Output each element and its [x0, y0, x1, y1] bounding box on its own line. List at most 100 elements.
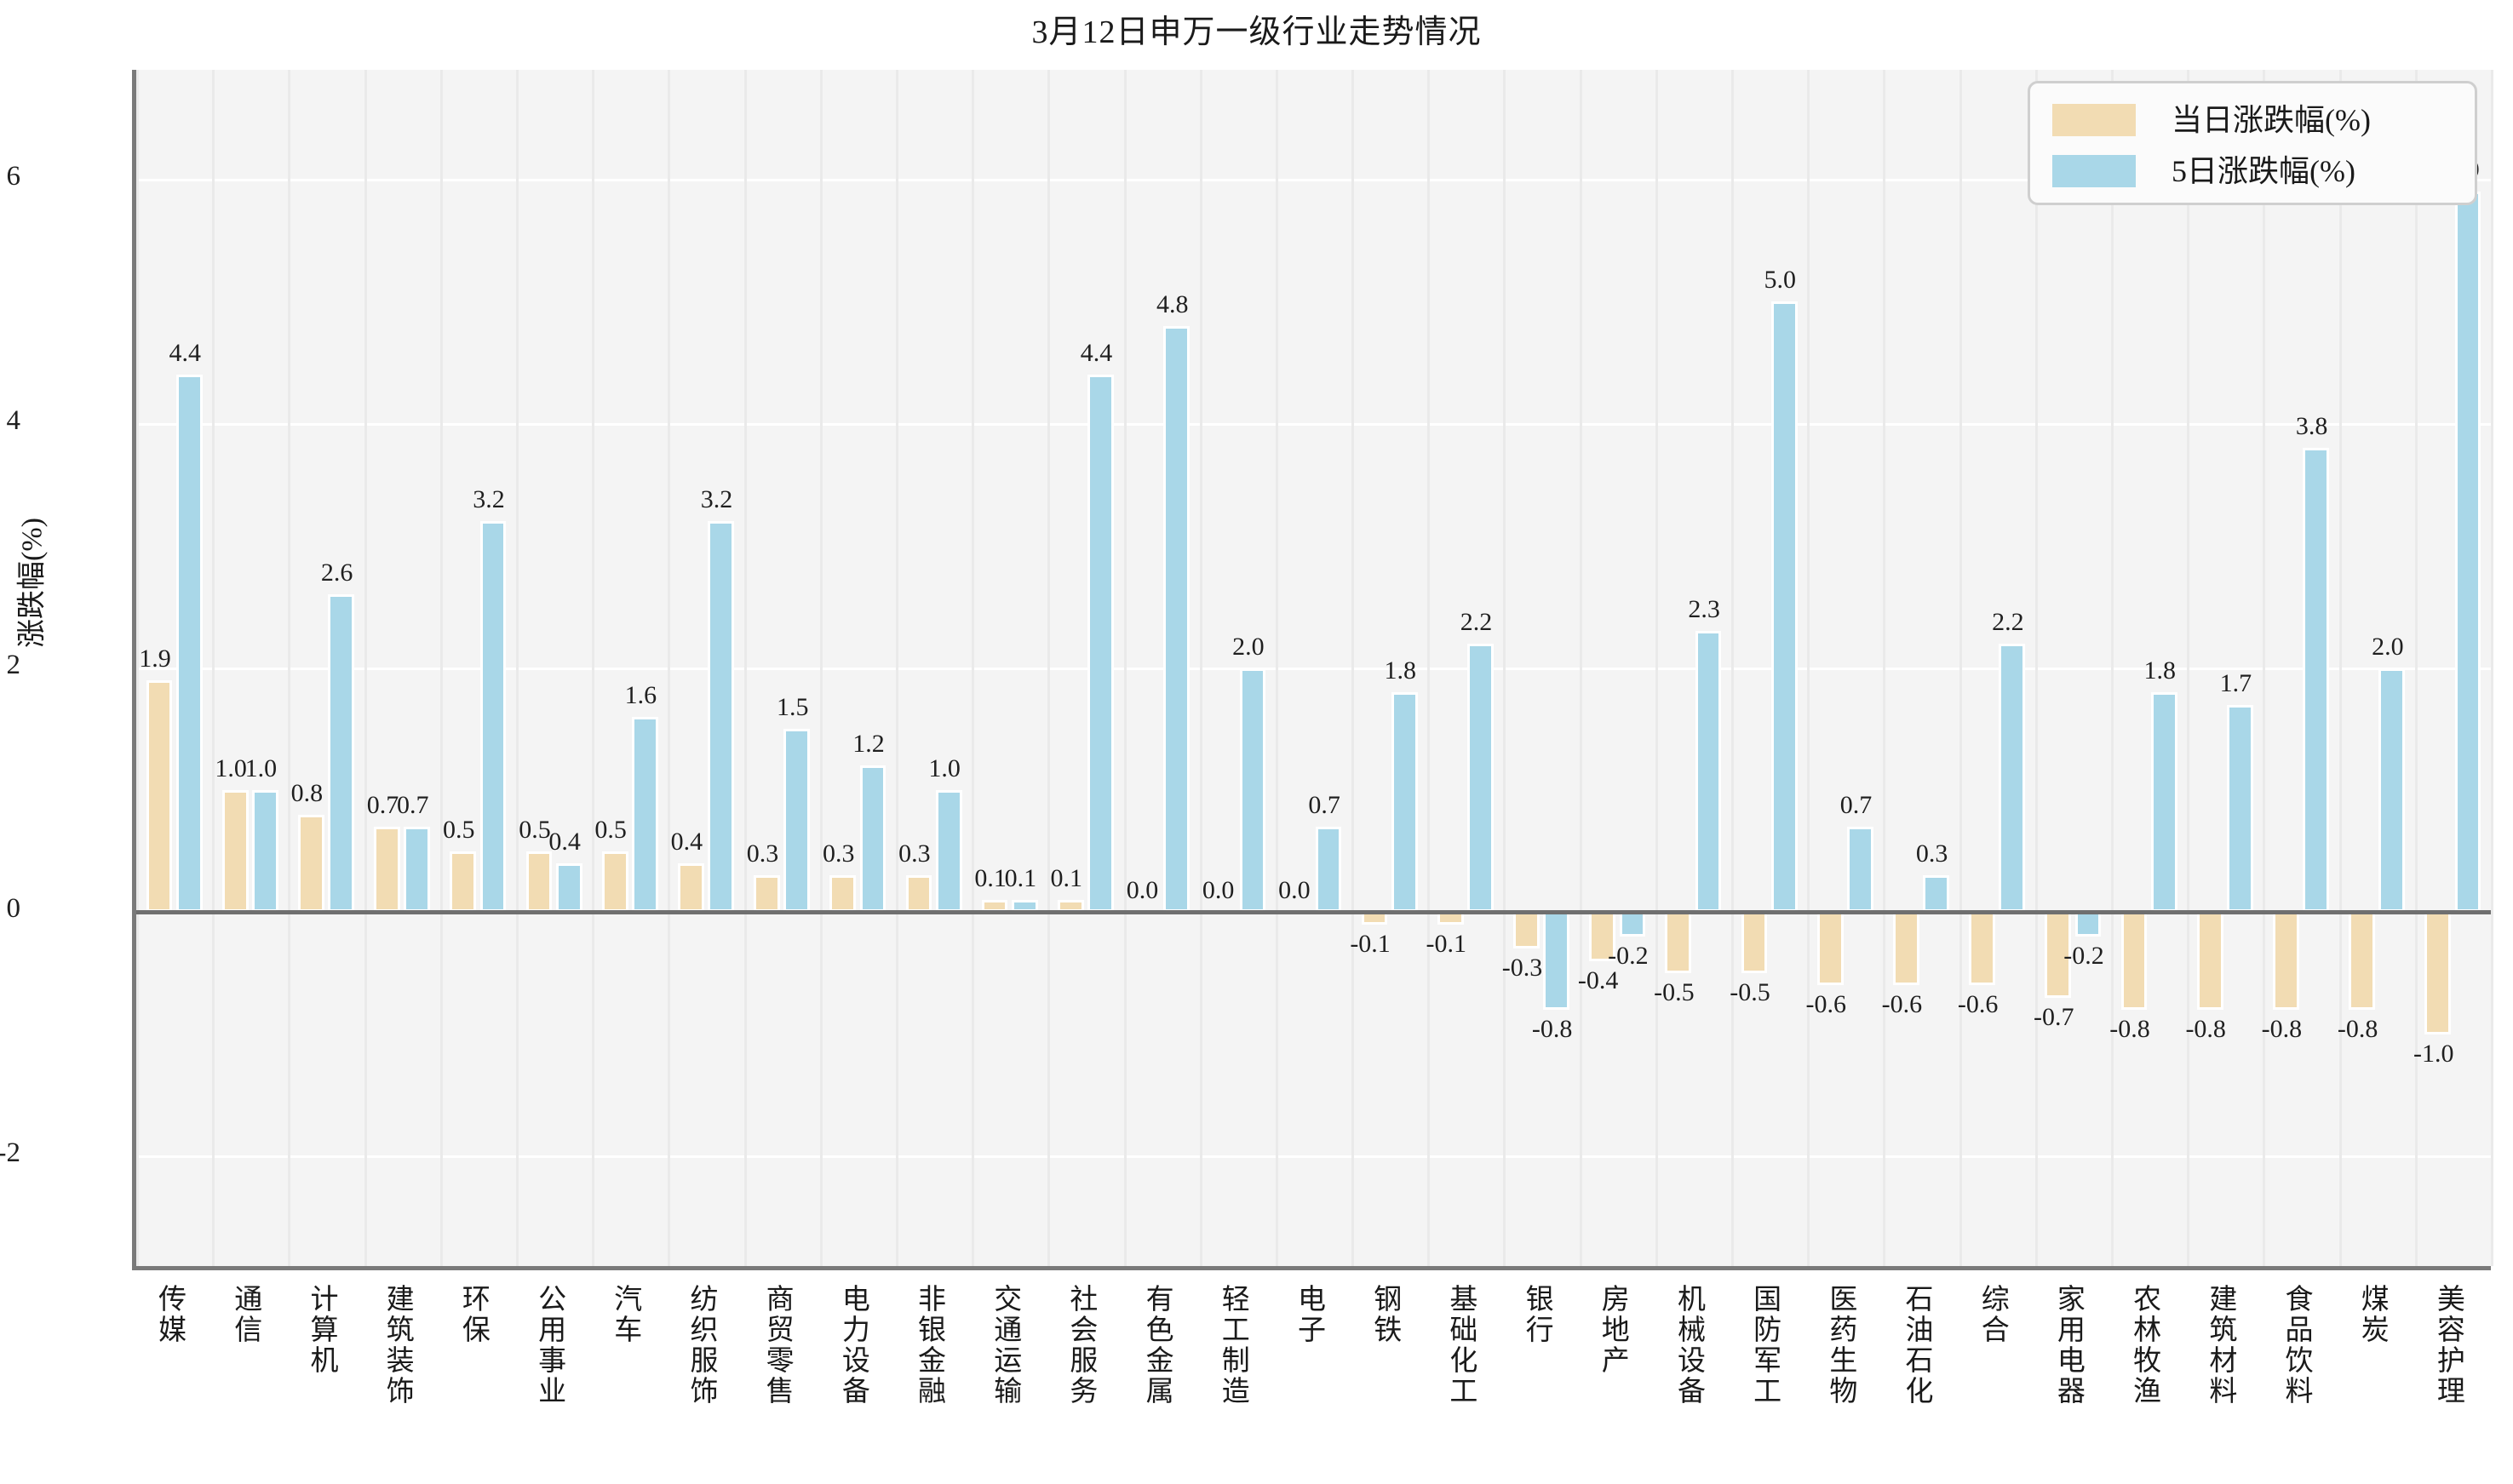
bar-today[interactable] — [2349, 912, 2375, 1010]
legend-swatch-today — [2052, 104, 2136, 136]
bar-five[interactable] — [328, 594, 354, 913]
y-gridline — [136, 422, 2491, 426]
legend-label: 当日涨跌幅(%) — [2172, 103, 2371, 137]
bar-five[interactable] — [1163, 326, 1191, 913]
bar-value-label: 1.2 — [852, 730, 885, 759]
bar-today[interactable] — [2045, 912, 2072, 998]
bar-today[interactable] — [1816, 912, 1844, 986]
bar-today[interactable] — [1513, 912, 1540, 949]
bar-value-label: -0.1 — [1426, 929, 1467, 958]
bar-today[interactable] — [829, 875, 857, 913]
bar-today[interactable] — [450, 851, 477, 913]
bar-today[interactable] — [2196, 912, 2223, 1010]
bar-value-label: -0.4 — [1577, 965, 1619, 994]
bar-today[interactable] — [677, 862, 704, 913]
bar-five[interactable] — [479, 521, 507, 913]
bar-value-label: -0.8 — [2109, 1014, 2150, 1043]
bar-five[interactable] — [1847, 826, 1873, 913]
bar-five[interactable] — [783, 729, 811, 913]
x-tick-label-5: 公用事业 — [533, 1284, 565, 1407]
bar-today[interactable] — [1589, 912, 1616, 961]
chart-legend[interactable]: 当日涨跌幅(%) 5日涨跌幅(%) — [2028, 81, 2477, 205]
y-gridline — [136, 179, 2491, 182]
bar-today[interactable] — [754, 875, 780, 913]
bar-today[interactable] — [905, 875, 932, 913]
bar-today[interactable] — [221, 789, 249, 913]
bar-five[interactable] — [2227, 704, 2253, 913]
bar-value-label: -0.6 — [1881, 990, 1923, 1019]
bar-today[interactable] — [1969, 912, 1995, 986]
bar-value-label: 0.5 — [519, 815, 551, 844]
bar-five[interactable] — [1391, 692, 1418, 913]
x-gridline — [820, 70, 823, 1266]
x-gridline — [592, 70, 594, 1266]
bar-five[interactable] — [1467, 643, 1494, 913]
bar-five[interactable] — [2074, 912, 2102, 937]
bar-today[interactable] — [146, 679, 173, 913]
x-gridline — [1200, 70, 1202, 1266]
bar-today[interactable] — [2120, 912, 2148, 1010]
bar-today[interactable] — [1665, 912, 1692, 973]
x-tick-label-23: 石油石化 — [1901, 1284, 1932, 1407]
bar-value-label: -0.6 — [1805, 990, 1846, 1019]
x-tick-label-1: 通信 — [229, 1284, 261, 1345]
bar-five[interactable] — [1239, 668, 1266, 913]
bar-today[interactable] — [1893, 912, 1919, 986]
x-gridline — [2491, 70, 2493, 1266]
bar-five[interactable] — [175, 375, 203, 913]
bar-five[interactable] — [555, 862, 582, 913]
bar-value-label: 1.9 — [139, 644, 171, 673]
x-tick-label-10: 非银金融 — [913, 1284, 944, 1407]
bar-value-label: -0.1 — [1350, 929, 1391, 958]
y-gridline — [136, 1155, 2491, 1158]
bar-value-label: 0.1 — [1050, 863, 1083, 892]
bar-today[interactable] — [1741, 912, 1768, 973]
bar-today[interactable] — [2424, 912, 2452, 1034]
bar-value-label: 0.3 — [746, 839, 779, 868]
bar-five[interactable] — [2303, 448, 2329, 913]
bar-five[interactable] — [631, 716, 658, 913]
bar-value-label: 1.8 — [1384, 656, 1417, 685]
x-gridline — [744, 70, 747, 1266]
bar-value-label: 2.2 — [1460, 607, 1493, 636]
x-gridline — [1124, 70, 1127, 1266]
bar-five[interactable] — [1087, 375, 1114, 913]
bar-today[interactable] — [374, 826, 400, 913]
x-tick-label-9: 电力设备 — [837, 1284, 869, 1407]
bar-value-label: 3.2 — [700, 485, 733, 514]
bar-value-label: 4.4 — [1080, 339, 1113, 368]
x-gridline — [1047, 70, 1050, 1266]
bar-value-label: 0.0 — [1278, 876, 1311, 905]
bar-today[interactable] — [601, 851, 628, 913]
bar-five[interactable] — [1695, 631, 1722, 913]
bar-five[interactable] — [708, 521, 734, 913]
bar-today[interactable] — [297, 814, 324, 913]
bar-today[interactable] — [2273, 912, 2299, 1010]
x-tick-label-14: 轻工制造 — [1217, 1284, 1248, 1407]
bar-five[interactable] — [404, 826, 431, 913]
bar-today[interactable] — [525, 851, 553, 913]
x-gridline — [2035, 70, 2038, 1266]
x-tick-label-4: 环保 — [457, 1284, 489, 1345]
bar-five[interactable] — [859, 765, 886, 913]
x-gridline — [516, 70, 519, 1266]
x-tick-label-0: 传媒 — [153, 1284, 185, 1345]
x-tick-label-25: 家用电器 — [2052, 1284, 2084, 1407]
x-tick-label-7: 纺织服饰 — [685, 1284, 716, 1407]
bar-five[interactable] — [2454, 192, 2481, 913]
bar-five[interactable] — [1770, 301, 1798, 913]
x-tick-label-13: 有色金属 — [1141, 1284, 1173, 1407]
bar-five[interactable] — [1619, 912, 1646, 937]
bar-value-label: -0.8 — [2185, 1014, 2226, 1043]
x-gridline — [2415, 70, 2418, 1266]
bar-five[interactable] — [1923, 875, 1950, 913]
bar-five[interactable] — [2378, 668, 2406, 913]
x-tick-label-16: 钢铁 — [1368, 1284, 1400, 1345]
bar-value-label: 0.5 — [594, 815, 627, 844]
bar-five[interactable] — [1999, 643, 2026, 913]
bar-value-label: 5.0 — [1764, 266, 1797, 295]
bar-five[interactable] — [252, 789, 278, 913]
x-tick-label-22: 医药生物 — [1824, 1284, 1856, 1407]
bar-five[interactable] — [2150, 692, 2177, 913]
x-gridline — [2263, 70, 2265, 1266]
